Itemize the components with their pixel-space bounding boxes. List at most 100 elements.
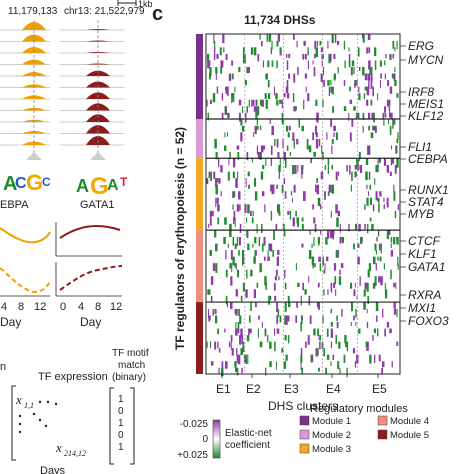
heat-cell (268, 243, 271, 251)
heat-cell (363, 302, 366, 310)
heat-cell (393, 302, 396, 309)
day-tick-left-0: 4 (1, 301, 7, 313)
heat-cell (260, 145, 264, 153)
heat-cell (222, 34, 225, 44)
peak-right (86, 81, 110, 88)
heat-cell (349, 86, 351, 92)
heat-cell (284, 158, 287, 168)
heat-cell (337, 361, 340, 370)
heat-cell (390, 250, 394, 257)
heat-cell (322, 256, 324, 266)
heat-cell (246, 66, 249, 74)
heat-cell (224, 361, 228, 369)
heat-cell (301, 367, 304, 374)
heat-cell (372, 86, 374, 97)
heat-cell (209, 217, 212, 226)
heat-cell (394, 66, 396, 73)
heat-cell (314, 184, 317, 193)
heat-cell (269, 295, 272, 301)
module-swatch-1 (299, 415, 310, 426)
curve-right-solid (59, 224, 121, 239)
heat-cell (330, 86, 333, 93)
heat-cell (333, 125, 335, 132)
heat-cell (397, 256, 399, 266)
heat-cell (358, 151, 360, 162)
heat-cell (228, 73, 232, 81)
heat-cell (302, 223, 304, 231)
heat-cell (301, 243, 304, 248)
heat-cell (394, 47, 396, 52)
heat-cell (330, 341, 333, 349)
heat-cell (233, 217, 235, 225)
heat-cell (211, 210, 214, 217)
track-stack-left (0, 22, 50, 146)
heat-cell (242, 106, 244, 114)
cluster-label-e1: E1 (216, 382, 231, 396)
heat-cell (332, 354, 335, 361)
heat-cell (319, 263, 321, 272)
heat-cell (237, 354, 241, 365)
heat-cell (209, 210, 212, 218)
heat-cell (396, 341, 399, 347)
heat-cell (264, 204, 266, 213)
left-panel-tracks: 11,179,133 chr13: 21,522,979 1kb (0, 0, 153, 160)
heat-cell (317, 282, 320, 288)
heat-cell (258, 315, 260, 320)
heat-cell (386, 197, 389, 208)
heat-cell (393, 308, 397, 315)
heat-cell (267, 60, 270, 68)
heat-cell (227, 112, 230, 118)
heat-cell (364, 204, 366, 210)
peak-left (22, 141, 46, 145)
heat-cell (390, 112, 393, 119)
module-label-1: Module 1 (312, 416, 351, 427)
heat-cell (329, 53, 332, 62)
heat-cell (396, 138, 399, 144)
heat-cell (300, 361, 302, 370)
heat-cell (255, 250, 257, 256)
heat-cell (362, 34, 365, 43)
heat-cell (300, 295, 302, 306)
heat-cell (373, 125, 377, 131)
heat-cell (272, 184, 275, 194)
heat-cell (264, 328, 267, 337)
heat-cell (283, 151, 286, 161)
heat-cell (331, 145, 333, 155)
heat-cell (319, 40, 322, 46)
heat-cell (358, 93, 361, 101)
heat-cell (238, 236, 241, 246)
gene-label-ctcf: CTCF (408, 234, 441, 248)
heat-cell (296, 40, 298, 48)
heat-cell (267, 256, 270, 261)
heat-cell (350, 66, 353, 76)
heat-cell (279, 99, 282, 104)
heat-cell (390, 158, 393, 166)
heat-cell (275, 361, 277, 370)
heat-cell (258, 236, 261, 247)
heat-cell (256, 145, 259, 155)
heat-cell (376, 236, 378, 242)
heat-cell (232, 171, 235, 179)
heat-cell (321, 53, 324, 60)
heat-cell (321, 145, 323, 154)
heat-cell (393, 184, 395, 192)
heat-cell (385, 53, 387, 59)
heat-cell (278, 276, 280, 281)
gene-label-myb: MYB (408, 207, 434, 221)
heat-cell (303, 99, 305, 110)
heat-cell (255, 112, 258, 120)
motif-match-line2: match (118, 360, 145, 371)
heat-cell (332, 230, 334, 240)
heat-cell (331, 184, 334, 194)
heat-cell (218, 178, 221, 184)
heat-cell (335, 335, 337, 345)
heat-cell (349, 282, 352, 289)
heat-cell (300, 354, 303, 363)
heat-cell (297, 217, 299, 228)
heat-cell (229, 263, 232, 269)
heat-cell (231, 73, 234, 80)
gene-label-mycn: MYCN (408, 53, 444, 67)
heat-cell (285, 86, 289, 94)
heat-cell (293, 106, 296, 112)
heat-cell (265, 73, 268, 80)
